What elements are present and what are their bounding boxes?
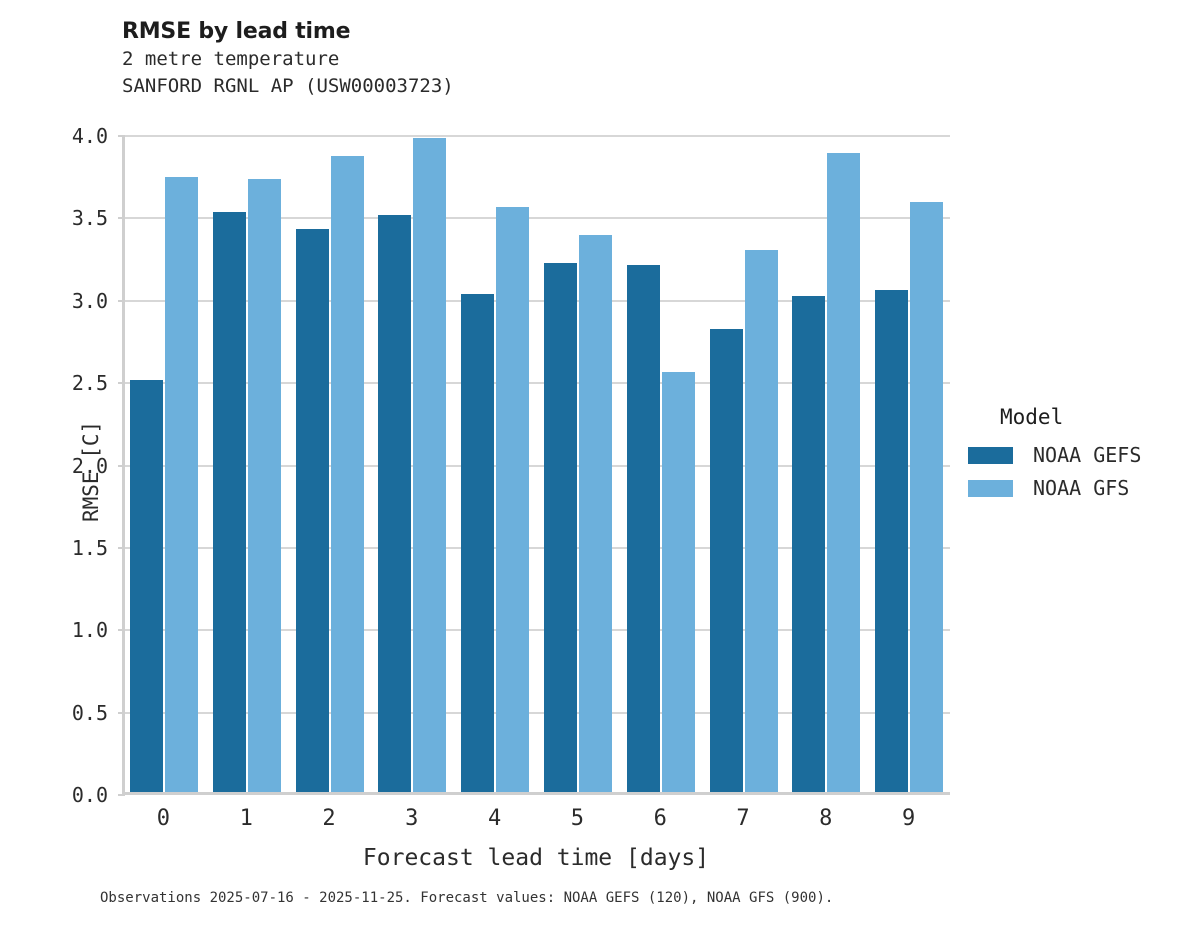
y-axis-tick-label: 1.5 xyxy=(71,535,108,560)
chart-header: RMSE by lead time 2 metre temperature SA… xyxy=(122,18,1022,100)
bar-noaa-gefs-day-5[interactable] xyxy=(544,263,577,792)
y-axis-tick xyxy=(118,382,125,385)
bar-noaa-gefs-day-9[interactable] xyxy=(875,289,909,792)
bar-noaa-gefs-day-6[interactable] xyxy=(626,264,660,792)
x-axis-tick-label-4: 4 xyxy=(487,806,502,831)
bar-group xyxy=(291,136,374,792)
legend-entries: NOAA GEFS NOAA GFS xyxy=(968,443,1183,500)
bar-noaa-gefs-day-1[interactable] xyxy=(212,212,246,792)
gridline xyxy=(125,217,950,220)
legend-item-noaa-gfs[interactable]: NOAA GFS xyxy=(968,476,1183,500)
bar-noaa-gfs-day-0[interactable] xyxy=(165,177,198,792)
bar-group xyxy=(539,136,622,792)
y-axis-tick xyxy=(118,711,125,714)
bar-noaa-gefs-day-2[interactable] xyxy=(295,228,329,792)
y-axis-tick xyxy=(118,299,125,302)
bar-noaa-gfs-day-4[interactable] xyxy=(496,207,530,792)
y-axis-tick-label: 1.0 xyxy=(71,618,108,643)
legend-item-noaa-gefs[interactable]: NOAA GEFS xyxy=(968,443,1183,467)
y-axis-title: RMSE [C] xyxy=(79,420,103,522)
gridline xyxy=(125,464,950,467)
x-axis-tick-label-5: 5 xyxy=(570,806,585,831)
bar-group xyxy=(208,136,291,792)
y-axis-tick-label: 3.0 xyxy=(71,288,108,313)
bar-noaa-gefs-day-7[interactable] xyxy=(709,329,743,792)
x-axis-tick-label-0: 0 xyxy=(156,806,171,831)
legend-title: Model xyxy=(1000,405,1064,429)
x-axis-tick-label-3: 3 xyxy=(405,806,419,831)
gridline xyxy=(125,382,950,385)
legend-item-label: NOAA GFS xyxy=(1033,476,1130,500)
bar-noaa-gefs-day-0[interactable] xyxy=(130,380,163,792)
y-axis-tick xyxy=(118,135,125,137)
bar-group xyxy=(870,136,953,792)
x-axis-tick-label-2: 2 xyxy=(322,806,336,831)
bar-group xyxy=(373,136,456,792)
x-axis-tick-label-6: 6 xyxy=(653,806,667,831)
bar-group xyxy=(787,136,870,792)
legend: Model NOAA GEFS NOAA GFS xyxy=(968,405,1183,509)
y-axis-tick-label: 4.0 xyxy=(71,124,108,148)
bar-noaa-gfs-day-2[interactable] xyxy=(330,156,364,792)
gridline xyxy=(125,546,950,549)
bar-group xyxy=(456,136,539,792)
y-axis-tick xyxy=(118,546,125,549)
bar-noaa-gfs-day-6[interactable] xyxy=(661,371,695,792)
plot-area: RMSE [C] xyxy=(79,135,950,796)
bar-noaa-gfs-day-8[interactable] xyxy=(827,152,861,792)
y-axis-tick-label: 3.5 xyxy=(71,206,108,231)
x-axis-title: Forecast lead time [days] xyxy=(362,845,710,871)
y-axis-tick xyxy=(118,794,125,796)
bar-group xyxy=(125,136,208,792)
footnote: Observations 2025-07-16 - 2025-11-25. Fo… xyxy=(100,890,834,906)
legend-item-label: NOAA GEFS xyxy=(1033,443,1142,467)
chart-subtitle-station: SANFORD RGNL AP (USW00003723) xyxy=(122,75,454,97)
bar-group xyxy=(622,136,705,792)
bar-series-container xyxy=(125,136,950,792)
bar-noaa-gefs-day-4[interactable] xyxy=(461,294,495,792)
bar-noaa-gefs-day-8[interactable] xyxy=(792,296,826,792)
x-axis-tick-label-9: 9 xyxy=(901,806,916,831)
y-axis-tick xyxy=(118,464,125,467)
x-axis-tick-label-1: 1 xyxy=(239,806,253,831)
y-axis-tick xyxy=(118,217,125,220)
chart-subtitle-variable: 2 metre temperature xyxy=(122,48,340,70)
bar-noaa-gfs-day-5[interactable] xyxy=(579,235,612,792)
gridline xyxy=(125,299,950,302)
bar-noaa-gfs-day-7[interactable] xyxy=(744,249,778,792)
gridline xyxy=(125,629,950,632)
y-axis-tick xyxy=(118,629,125,632)
bar-group xyxy=(705,136,788,792)
legend-swatch-icon xyxy=(968,479,1013,497)
y-axis-tick-label: 2.5 xyxy=(71,371,108,396)
bar-noaa-gefs-day-3[interactable] xyxy=(378,215,412,792)
legend-swatch-icon xyxy=(968,446,1013,464)
x-axis-tick-label-7: 7 xyxy=(736,806,750,831)
y-axis-tick-label: 0.0 xyxy=(71,783,108,807)
bar-noaa-gfs-day-1[interactable] xyxy=(247,179,281,792)
bar-noaa-gfs-day-9[interactable] xyxy=(910,202,944,792)
gridline xyxy=(125,135,950,137)
y-axis-tick-label: 0.5 xyxy=(71,700,108,725)
x-axis-tick-label-8: 8 xyxy=(819,806,833,831)
bar-noaa-gfs-day-3[interactable] xyxy=(413,137,447,792)
x-axis-tick-labels: 0 1 2 3 4 5 6 7 8 9 xyxy=(122,800,950,840)
page-title: RMSE by lead time xyxy=(122,19,351,44)
gridline xyxy=(125,711,950,714)
